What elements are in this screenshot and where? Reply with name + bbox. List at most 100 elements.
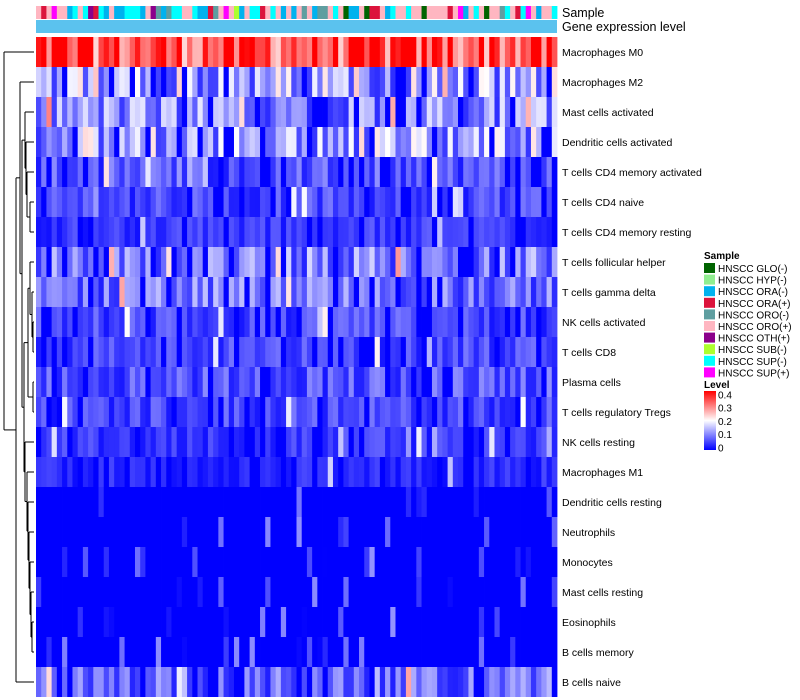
- heatmap-cell: [134, 397, 141, 427]
- heatmap-cell: [93, 517, 99, 547]
- heatmap-cell: [129, 247, 136, 277]
- heatmap-cell: [286, 337, 292, 367]
- heatmap-cell: [72, 487, 79, 517]
- heatmap-cell: [301, 277, 308, 307]
- heatmap-cell: [494, 187, 501, 217]
- heatmap-cell: [98, 457, 105, 487]
- heatmap-cell: [280, 607, 287, 637]
- heatmap-cell: [426, 577, 433, 607]
- heatmap-cell: [46, 637, 53, 667]
- heatmap-cell: [207, 547, 214, 577]
- heatmap-cell: [369, 187, 376, 217]
- heatmap-cell: [187, 607, 193, 637]
- heatmap-cell: [312, 397, 318, 427]
- heatmap-cell: [348, 367, 355, 397]
- heatmap-cell: [36, 157, 42, 187]
- heatmap-cell: [458, 637, 464, 667]
- heatmap-cell: [463, 157, 469, 187]
- heatmap-cell: [36, 337, 42, 367]
- heatmap-cell: [213, 157, 219, 187]
- heatmap-cell: [442, 607, 448, 637]
- heatmap-cell: [155, 427, 162, 457]
- heatmap-cell: [421, 217, 428, 247]
- heatmap-cell: [385, 457, 391, 487]
- heatmap-cell: [405, 637, 412, 667]
- heatmap-cell: [114, 457, 120, 487]
- heatmap-cell: [484, 247, 490, 277]
- heatmap-cell: [207, 217, 214, 247]
- heatmap-cell: [322, 457, 329, 487]
- heatmap-cell: [515, 37, 521, 67]
- heatmap-cell: [385, 577, 391, 607]
- heatmap-cell: [150, 97, 157, 127]
- heatmap-cell: [452, 217, 459, 247]
- heatmap-cell: [447, 307, 454, 337]
- heatmap-cell: [270, 307, 277, 337]
- heatmap-cell: [353, 637, 360, 667]
- heatmap-cell: [108, 307, 115, 337]
- heatmap-cell: [114, 157, 120, 187]
- heatmap-cell: [385, 307, 391, 337]
- heatmap-cell: [338, 667, 344, 697]
- heatmap-cell: [145, 157, 152, 187]
- heatmap-cell: [353, 457, 360, 487]
- sample-annotation-cell: [338, 6, 344, 19]
- heatmap-cell: [88, 427, 94, 457]
- heatmap-cell: [348, 217, 355, 247]
- sample-annotation-cell: [510, 6, 516, 19]
- heatmap-cell: [249, 397, 256, 427]
- heatmap-cell: [265, 247, 271, 277]
- heatmap-cell: [332, 277, 339, 307]
- heatmap-cell: [56, 457, 63, 487]
- heatmap-cell: [327, 247, 334, 277]
- heatmap-cell: [56, 67, 63, 97]
- heatmap-cell: [41, 37, 47, 67]
- heatmap-cell: [187, 247, 193, 277]
- heatmap-cell: [405, 277, 412, 307]
- heatmap-cell: [504, 397, 511, 427]
- heatmap-cell: [103, 67, 110, 97]
- heatmap-cell: [207, 667, 214, 697]
- heatmap-cell: [62, 547, 68, 577]
- sample-annotation-cell: [359, 6, 365, 19]
- heatmap-cell: [67, 307, 73, 337]
- heatmap-cell: [447, 457, 454, 487]
- heatmap-cell: [452, 97, 459, 127]
- heatmap-cell: [301, 247, 308, 277]
- heatmap-cell: [332, 157, 339, 187]
- heatmap-cell: [72, 457, 79, 487]
- heatmap-cell: [72, 547, 79, 577]
- heatmap-cell: [244, 427, 251, 457]
- heatmap-cell: [150, 427, 157, 457]
- heatmap-cell: [187, 187, 193, 217]
- heatmap-cell: [405, 37, 412, 67]
- heatmap-cell: [108, 337, 115, 367]
- heatmap-cell: [400, 37, 407, 67]
- heatmap-cell: [343, 667, 349, 697]
- heatmap-cell: [150, 217, 157, 247]
- heatmap-cell: [280, 517, 287, 547]
- row-label: Monocytes: [562, 557, 613, 569]
- heatmap-cell: [82, 427, 89, 457]
- heatmap-cell: [379, 217, 386, 247]
- heatmap-cell: [359, 217, 365, 247]
- heatmap-cell: [114, 577, 120, 607]
- heatmap-cell: [270, 637, 277, 667]
- heatmap-cell: [452, 547, 459, 577]
- heatmap-cell: [379, 637, 386, 667]
- heatmap-cell: [390, 607, 396, 637]
- heatmap-cell: [124, 247, 131, 277]
- heatmap-cell: [67, 487, 73, 517]
- heatmap-cell: [36, 517, 42, 547]
- heatmap-cell: [437, 517, 443, 547]
- heatmap-cell: [317, 97, 323, 127]
- heatmap-cell: [494, 637, 501, 667]
- heatmap-cell: [233, 547, 240, 577]
- sample-annotation-cell: [67, 6, 73, 19]
- heatmap-cell: [134, 97, 141, 127]
- heatmap-cell: [202, 67, 209, 97]
- heatmap-cell: [166, 667, 172, 697]
- heatmap-cell: [437, 457, 443, 487]
- heatmap-cell: [187, 637, 193, 667]
- heatmap-cell: [520, 337, 527, 367]
